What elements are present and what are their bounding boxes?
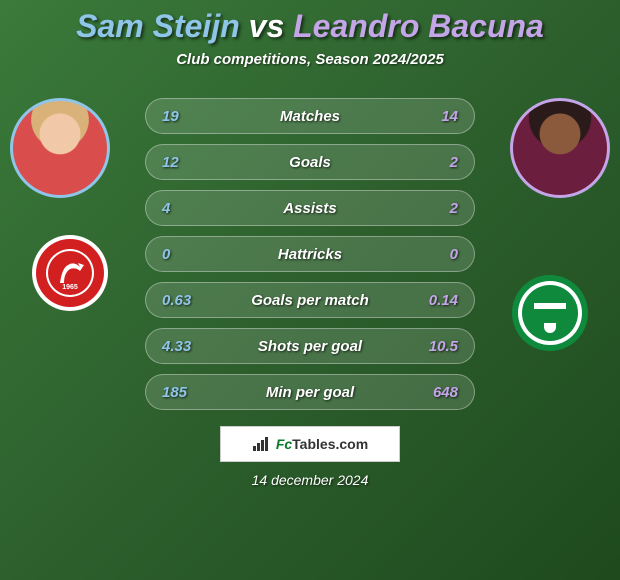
stat-label: Hattricks (212, 246, 408, 263)
stat-left-value: 19 (162, 108, 212, 125)
content-area: 1965 19Matches1412Goals24Assists20Hattri… (0, 98, 620, 410)
player1-club-badge: 1965 (30, 233, 110, 313)
stat-row: 19Matches14 (145, 98, 475, 134)
stat-right-value: 2 (408, 154, 458, 171)
player2-avatar (510, 98, 610, 198)
player2-club-badge (510, 273, 590, 353)
stat-left-value: 0.63 (162, 292, 212, 309)
comparison-date: 14 december 2024 (0, 472, 620, 488)
stats-table: 19Matches1412Goals24Assists20Hattricks00… (145, 98, 475, 410)
stat-row: 4.33Shots per goal10.5 (145, 328, 475, 364)
stat-label: Assists (212, 200, 408, 217)
stat-left-value: 4.33 (162, 338, 212, 355)
brand-suffix: Tables.com (292, 436, 368, 452)
stat-row: 4Assists2 (145, 190, 475, 226)
stat-label: Min per goal (212, 384, 408, 401)
brand-prefix: Fc (276, 436, 292, 452)
stat-left-value: 0 (162, 246, 212, 263)
player2-name: Leandro Bacuna (293, 8, 544, 44)
player1-name: Sam Steijn (76, 8, 240, 44)
vs-separator: vs (249, 8, 285, 44)
stat-right-value: 10.5 (408, 338, 458, 355)
stat-left-value: 185 (162, 384, 212, 401)
stat-right-value: 0 (408, 246, 458, 263)
stat-label: Goals per match (212, 292, 408, 309)
svg-text:1965: 1965 (62, 284, 78, 291)
stat-label: Shots per goal (212, 338, 408, 355)
chart-icon (252, 436, 272, 452)
comparison-title: Sam Steijn vs Leandro Bacuna (0, 0, 620, 45)
subtitle: Club competitions, Season 2024/2025 (0, 51, 620, 68)
stat-row: 12Goals2 (145, 144, 475, 180)
stat-row: 185Min per goal648 (145, 374, 475, 410)
stat-left-value: 4 (162, 200, 212, 217)
player1-avatar (10, 98, 110, 198)
stat-left-value: 12 (162, 154, 212, 171)
brand-watermark: FcTables.com (220, 426, 400, 462)
stat-label: Goals (212, 154, 408, 171)
stat-right-value: 14 (408, 108, 458, 125)
stat-right-value: 2 (408, 200, 458, 217)
twente-badge-icon: 1965 (30, 233, 110, 313)
stat-right-value: 648 (408, 384, 458, 401)
stat-label: Matches (212, 108, 408, 125)
stat-row: 0Hattricks0 (145, 236, 475, 272)
stat-row: 0.63Goals per match0.14 (145, 282, 475, 318)
stat-right-value: 0.14 (408, 292, 458, 309)
groningen-badge-icon (510, 273, 590, 353)
